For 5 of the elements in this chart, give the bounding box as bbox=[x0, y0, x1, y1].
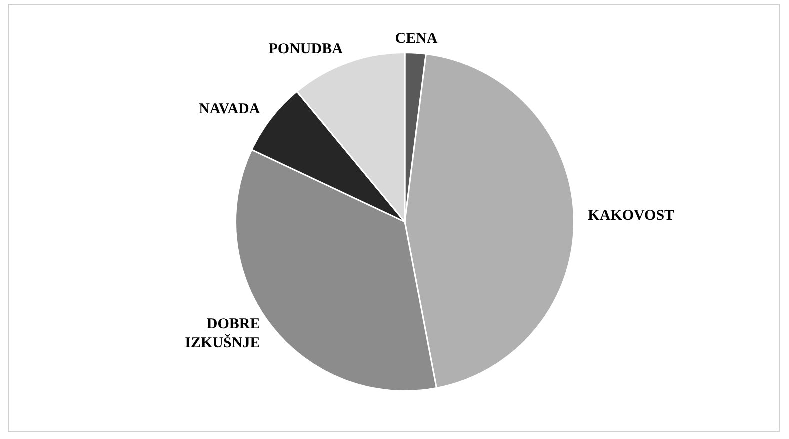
slice-label: PONUDBA bbox=[268, 41, 344, 58]
slice-label: NAVADA bbox=[199, 102, 260, 118]
slice-label: CENA bbox=[395, 30, 438, 47]
slice-label: KAKOVOST bbox=[588, 208, 675, 224]
slice-label: DOBRE IZKUŠNJE bbox=[185, 316, 260, 352]
